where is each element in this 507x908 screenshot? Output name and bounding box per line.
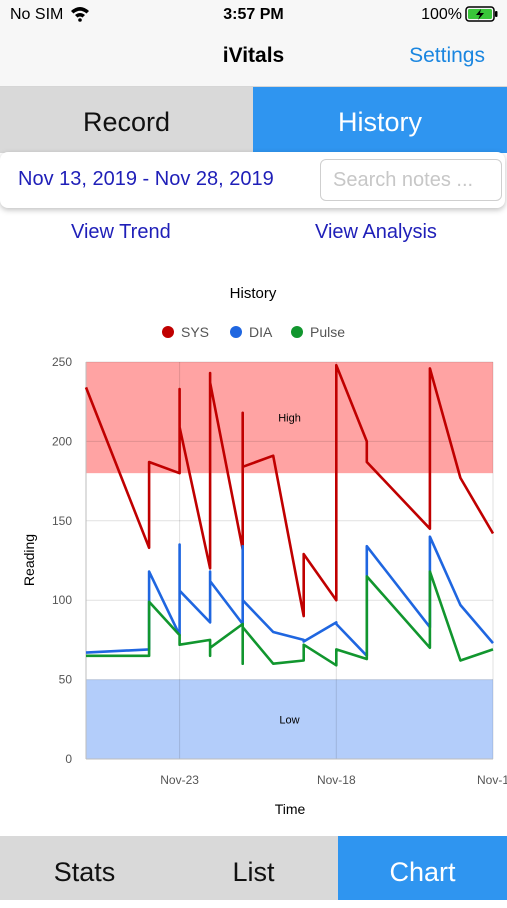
legend-marker-pulse xyxy=(291,326,303,338)
carrier-label: No SIM xyxy=(10,6,64,23)
y-tick-label: 50 xyxy=(59,673,73,687)
band-low xyxy=(86,679,493,759)
legend-marker-dia xyxy=(230,326,242,338)
x-tick-label: Nov-1 xyxy=(477,773,507,787)
filter-card: Nov 13, 2019 - Nov 28, 2019 xyxy=(0,152,505,208)
tab-stats[interactable]: Stats xyxy=(0,836,169,900)
search-notes-input[interactable] xyxy=(320,159,502,201)
app-title: iVitals xyxy=(222,44,285,67)
x-axis-label: Time xyxy=(275,801,306,817)
status-bar: No SIM 3:57 PM 100% xyxy=(0,0,507,30)
x-tick-label: Nov-23 xyxy=(160,773,199,787)
legend-label-pulse: Pulse xyxy=(310,324,345,340)
segment-history[interactable]: History xyxy=(253,87,507,153)
date-range-picker[interactable]: Nov 13, 2019 - Nov 28, 2019 xyxy=(18,168,274,190)
y-tick-label: 0 xyxy=(65,752,72,766)
navigation-bar: iVitals Settings xyxy=(0,30,507,87)
band-label-high: High xyxy=(278,413,301,425)
settings-button[interactable]: Settings xyxy=(409,44,485,67)
y-tick-label: 100 xyxy=(52,593,72,607)
legend-label-dia: DIA xyxy=(249,324,273,340)
battery-percentage: 100% xyxy=(421,6,462,23)
tab-chart[interactable]: Chart xyxy=(338,836,507,900)
tab-bar: Stats List Chart xyxy=(0,836,507,900)
y-tick-label: 150 xyxy=(52,514,72,528)
chart-title: History xyxy=(230,285,277,302)
y-axis-label: Reading xyxy=(21,534,37,586)
y-tick-label: 200 xyxy=(52,434,72,448)
view-trend-link[interactable]: View Trend xyxy=(71,221,171,243)
series-line-dia xyxy=(85,535,494,658)
tab-list[interactable]: List xyxy=(169,836,338,900)
band-high xyxy=(86,362,493,474)
y-tick-label: 250 xyxy=(52,355,72,369)
band-label-low: Low xyxy=(279,714,299,726)
x-tick-label: Nov-18 xyxy=(317,773,356,787)
series-line-pulse xyxy=(86,570,494,667)
legend-marker-sys xyxy=(162,326,174,338)
status-time: 3:57 PM xyxy=(223,6,284,23)
view-analysis-link[interactable]: View Analysis xyxy=(315,221,437,243)
battery-charging-icon xyxy=(465,6,498,22)
series-line-sys xyxy=(84,363,495,618)
wifi-icon xyxy=(71,7,89,22)
chart-svg: High Low 0 50 100 150 200 250 Nov-23 Nov-18 Nov-1 H… xyxy=(21,285,507,817)
legend-label-sys: SYS xyxy=(181,324,209,340)
segment-record[interactable]: Record xyxy=(0,87,253,153)
history-chart: High Low 0 50 100 150 200 250 Nov-23 Nov-18 Nov-1 H… xyxy=(0,270,507,830)
